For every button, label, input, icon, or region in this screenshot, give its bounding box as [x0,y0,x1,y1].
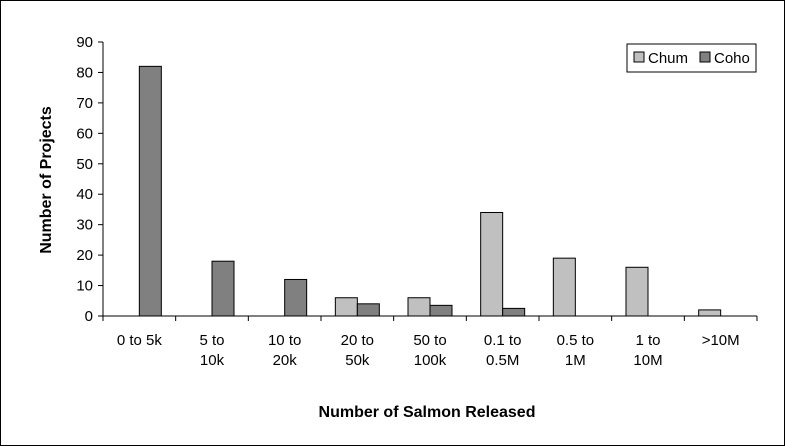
x-tick-label: 1 to 10M [633,332,662,369]
legend-label-coho: Coho [714,50,750,67]
bar-coho [429,304,453,317]
x-tick-label: 20 to 50k [341,332,374,369]
bar-chum [480,211,504,317]
x-tick-label-line: 100k [414,352,447,369]
y-tick-label: 20 [76,247,93,264]
bar-coho [211,260,235,317]
x-axis-title: Number of Salmon Released [319,404,536,421]
y-tick-label: 50 [76,156,93,173]
bar-coho [502,307,526,317]
x-tick-label-line: 20k [273,352,298,369]
y-tick-label: 90 [76,34,93,51]
bars [138,65,722,317]
axes [102,42,758,321]
y-tick-label: 10 [76,278,93,295]
bar-coho [356,303,380,317]
y-tick-label: 80 [76,64,93,81]
x-tick-label-line: 20 to [341,332,374,349]
y-tick-label: 40 [76,186,93,203]
legend-swatch-coho [699,51,711,63]
x-tick-label-line: 10M [633,352,662,369]
x-tick-label-line: 0 to 5k [117,332,163,349]
x-tick-label: 0.1 to 0.5M [484,332,522,369]
bar-chum [407,297,431,317]
x-tick-label: 50 to 100k [413,332,446,369]
x-tick-label: 0.5 to 1M [557,332,595,369]
legend-swatch-chum [633,51,645,63]
legend: Chum Coho [626,43,757,73]
bar-chum [698,309,722,317]
x-tick-label-line: 10k [200,352,225,369]
y-tick-label: 30 [76,217,93,234]
bar-coho [138,65,162,317]
x-tick-label-line: >10M [702,332,740,349]
y-axis-ticks: 0 10 20 30 40 50 60 70 80 90 [76,34,103,325]
x-tick-label-line: 0.5 to [557,332,595,349]
legend-label-chum: Chum [648,50,688,67]
x-tick-label-line: 10 to [268,332,301,349]
bar-chum [625,266,649,317]
bar-chum [552,257,576,317]
x-tick-label-line: 1M [565,352,586,369]
x-tick-label-line: 0.5M [486,352,519,369]
y-tick-label: 70 [76,95,93,112]
y-tick-label: 60 [76,125,93,142]
x-tick-label: 0 to 5k [117,332,163,349]
y-axis-title: Number of Projects [38,106,55,254]
x-tick-label: >10M [702,332,740,349]
bar-coho [284,278,308,317]
x-tick-label: 10 to 20k [268,332,301,369]
y-tick-label: 0 [85,308,93,325]
x-axis-ticks: 0 to 5k 5 to 10k 10 to 20k 20 to 50k 50 to 100k 0… [117,332,740,369]
bar-chum [334,297,358,317]
x-tick-label-line: 50k [345,352,370,369]
x-tick-label-line: 0.1 to [484,332,522,349]
x-tick-label-line: 1 to [635,332,660,349]
x-tick-label-line: 5 to [199,332,224,349]
legend-box [626,43,757,73]
x-tick-label: 5 to 10k [199,332,224,369]
x-tick-label-line: 50 to [413,332,446,349]
